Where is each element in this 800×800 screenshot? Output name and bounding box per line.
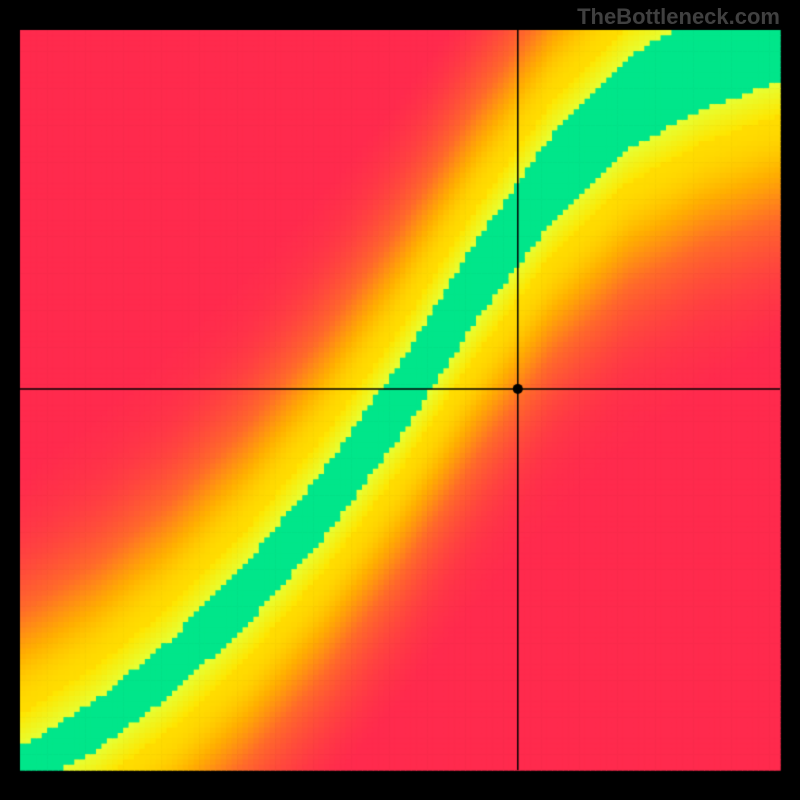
watermark-text: TheBottleneck.com <box>577 4 780 30</box>
heatmap-canvas <box>0 0 800 800</box>
chart-container: TheBottleneck.com <box>0 0 800 800</box>
